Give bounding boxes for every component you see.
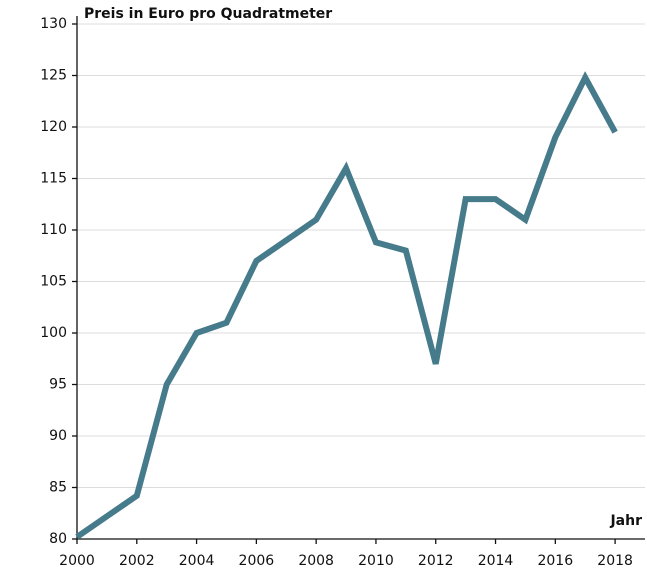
x-tick-label: 2018 (597, 553, 633, 569)
y-tick-label: 120 (40, 119, 67, 135)
y-tick-label: 125 (40, 68, 67, 84)
y-tick-label: 110 (40, 222, 67, 238)
x-tick-label: 2004 (179, 553, 215, 569)
chart-title: Preis in Euro pro Quadratmeter (84, 6, 332, 22)
line (75, 71, 618, 540)
y-tick-label: 105 (40, 274, 67, 290)
y-tick-label: 80 (49, 531, 67, 547)
y-tick-label: 100 (40, 325, 67, 341)
x-axis-label: Jahr (609, 513, 642, 529)
y-tick-label: 115 (40, 171, 67, 187)
y-tick-label: 90 (49, 428, 67, 444)
y-tick-label: 85 (49, 480, 67, 496)
x-tick-label: 2014 (478, 553, 514, 569)
x-tick-label: 2006 (239, 553, 275, 569)
x-tick-label: 2000 (59, 553, 95, 569)
x-tick-label: 2010 (358, 553, 394, 569)
y-tick-label: 95 (49, 377, 67, 393)
x-tick-label: 2012 (418, 553, 454, 569)
y-tick-label: 130 (40, 16, 67, 32)
x-tick-label: 2016 (537, 553, 573, 569)
x-tick-label: 2008 (298, 553, 334, 569)
x-tick-label: 2002 (119, 553, 155, 569)
